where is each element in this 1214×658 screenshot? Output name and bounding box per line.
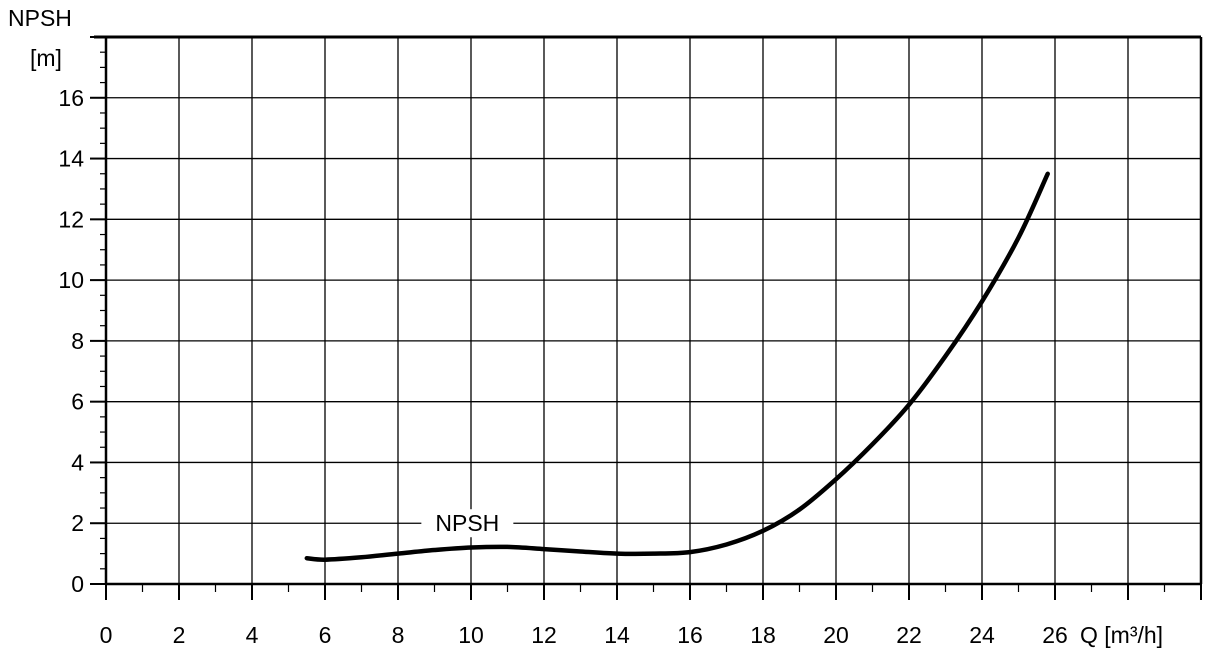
y-tick-label: 6 — [71, 389, 84, 415]
series-label-npsh: NPSH — [435, 510, 499, 536]
y-tick-label: 2 — [71, 510, 84, 536]
x-tick-label: 0 — [100, 622, 113, 648]
x-tick-label: 24 — [969, 622, 995, 648]
y-tick-label: 4 — [71, 449, 84, 475]
x-tick-label: 16 — [677, 622, 703, 648]
series-layer: NPSH — [304, 171, 1050, 562]
x-tick-label: 20 — [823, 622, 849, 648]
series-line-npsh — [304, 171, 1050, 562]
x-tick-label: 12 — [531, 622, 557, 648]
x-tick-label: 26 — [1042, 622, 1068, 648]
y-tick-label: 10 — [58, 267, 84, 293]
y-tick-label: 14 — [58, 146, 84, 172]
x-tick-label: 14 — [604, 622, 630, 648]
y-tick-label: 16 — [58, 85, 84, 111]
y-tick-label: 0 — [71, 571, 84, 597]
x-tick-label: 22 — [896, 622, 922, 648]
series-label-background — [421, 509, 514, 538]
y-axis-title-line2: [m] — [30, 45, 62, 71]
y-tick-label: 12 — [58, 206, 84, 232]
x-axis-title: Q [m³/h] — [1080, 622, 1163, 648]
x-tick-label: 10 — [458, 622, 484, 648]
x-tick-label: 8 — [392, 622, 405, 648]
x-tick-label: 18 — [750, 622, 776, 648]
y-tick-label: 8 — [71, 328, 84, 354]
y-axis-title-line1: NPSH — [8, 5, 72, 31]
x-tick-label: 6 — [319, 622, 332, 648]
x-tick-label: 4 — [246, 622, 259, 648]
axes — [90, 35, 1203, 600]
x-tick-label: 2 — [173, 622, 186, 648]
